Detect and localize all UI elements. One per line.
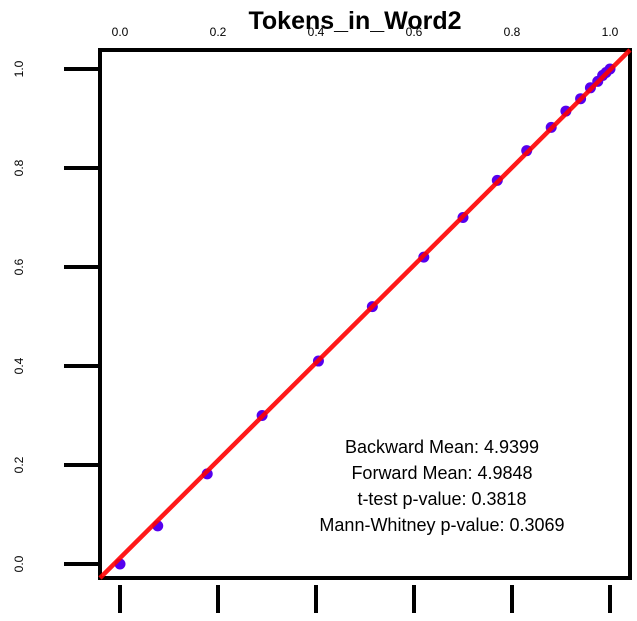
x-tick-label: 0.2 [210, 25, 227, 39]
x-tick-label: 0.6 [406, 25, 423, 39]
plot-frame [98, 48, 632, 580]
chart-title: Tokens_in_Word2 [248, 7, 461, 35]
top-axis-tick-labels: 0.0 0.2 0.4 0.6 0.8 1.0 [112, 25, 619, 39]
y-tick-label: 0.8 [12, 159, 26, 176]
y-tick-label: 0.0 [12, 555, 26, 572]
backward-mean-text: Backward Mean: 4.9399 [345, 437, 539, 457]
x-tick-label: 0.8 [504, 25, 521, 39]
statistics-annotation: Backward Mean: 4.9399 Forward Mean: 4.98… [319, 437, 564, 535]
forward-mean-text: Forward Mean: 4.9848 [351, 463, 532, 483]
y-tick-label: 1.0 [12, 60, 26, 77]
bottom-axis-ticks [118, 585, 612, 613]
t-test-pvalue-text: t-test p-value: 0.3818 [357, 489, 526, 509]
x-tick-label: 0.0 [112, 25, 129, 39]
x-tick-label: 1.0 [602, 25, 619, 39]
y-tick-label: 0.2 [12, 456, 26, 473]
reference-diagonal-line [98, 48, 632, 580]
left-axis: 0.0 0.2 0.4 0.6 0.8 1.0 [12, 60, 100, 572]
y-tick-label: 0.6 [12, 258, 26, 275]
x-tick-label: 0.4 [308, 25, 325, 39]
mann-whitney-pvalue-text: Mann-Whitney p-value: 0.3069 [319, 515, 564, 535]
y-tick-label: 0.4 [12, 357, 26, 374]
